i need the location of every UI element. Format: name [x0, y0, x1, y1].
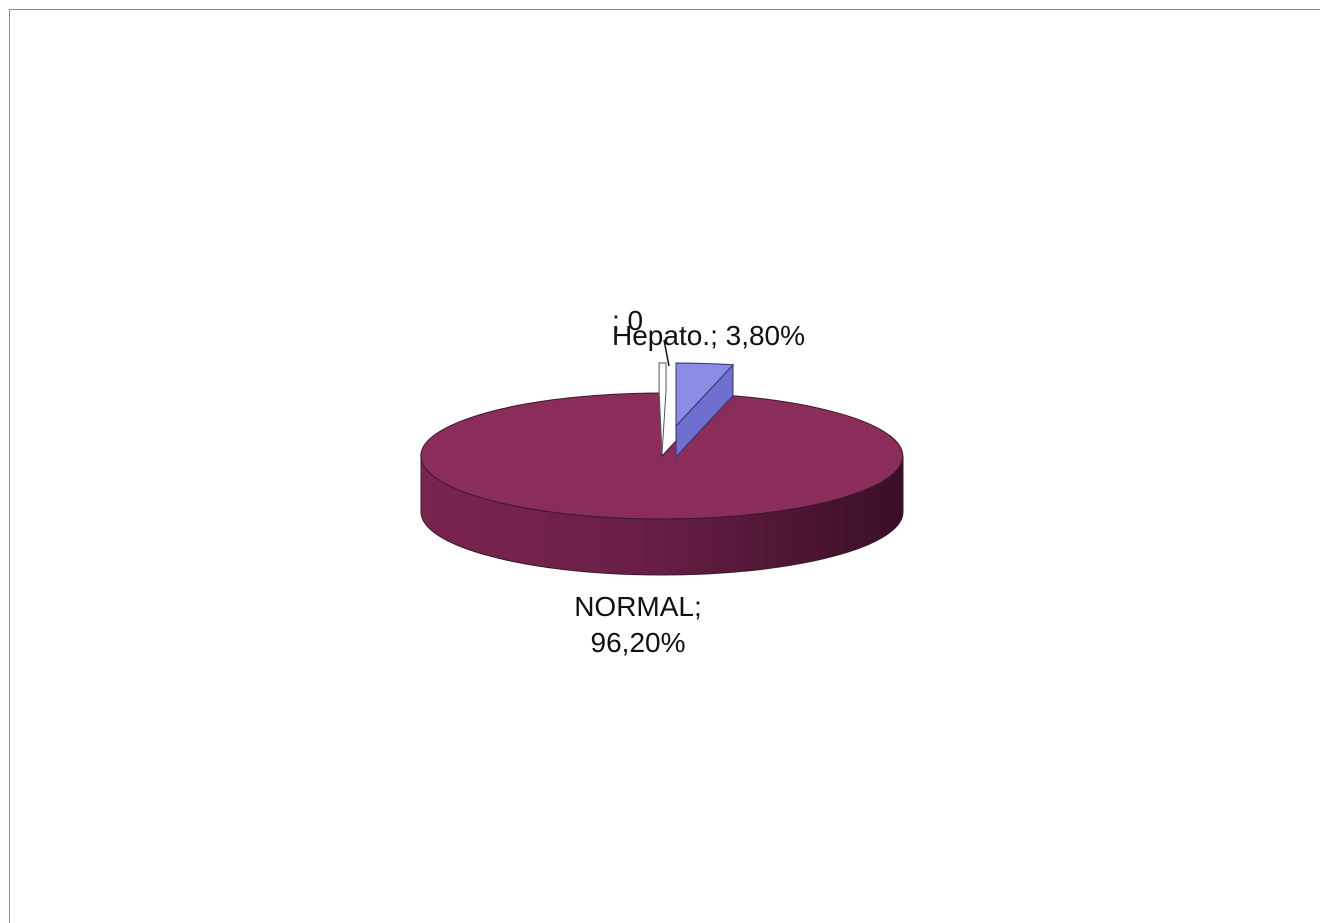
slice-normal [420, 392, 904, 520]
data-label-normal-name: NORMAL; [574, 591, 702, 622]
slice-zero [658, 362, 667, 455]
data-label-normal-value: 96,20% [591, 627, 686, 658]
zero-label-leader [663, 339, 670, 367]
pie-slices [420, 362, 904, 576]
data-label-hepato: Hepato.; 3,80% [612, 320, 805, 351]
data-label-zero: ; 0 [612, 305, 643, 336]
slice-hepato [675, 362, 735, 428]
